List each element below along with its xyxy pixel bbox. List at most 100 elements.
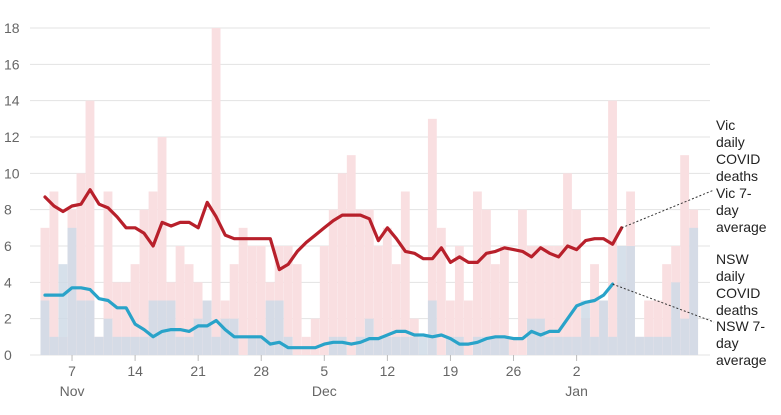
vic-daily-bar <box>518 209 527 355</box>
nsw-daily-bar <box>373 336 383 355</box>
x-tick-label: 14 <box>127 363 143 379</box>
nsw-daily-bar <box>121 336 131 355</box>
vic-daily-bar <box>653 300 663 355</box>
nsw-daily-bar <box>328 336 338 355</box>
x-tick-label: 2 <box>573 363 581 379</box>
vic-daily-bar <box>454 246 464 355</box>
x-tick-label: 19 <box>443 363 459 379</box>
nsw-daily-bar <box>671 282 681 355</box>
y-tick-label: 14 <box>4 93 20 109</box>
nsw-daily-bar <box>481 336 491 355</box>
vic-daily-bar <box>536 246 545 355</box>
y-tick-label: 8 <box>4 202 12 218</box>
legend-vic-average: average <box>716 219 767 235</box>
legend-nsw-average: day <box>716 335 739 351</box>
nsw-daily-bar <box>445 336 455 355</box>
nsw-daily-bar <box>653 336 663 355</box>
nsw-daily-bar <box>220 318 230 355</box>
x-tick-label: 5 <box>320 363 328 379</box>
nsw-daily-bar <box>40 300 50 355</box>
nsw-daily-bar <box>409 336 419 355</box>
vic-daily-bar <box>364 209 374 355</box>
nsw-daily-bar <box>608 336 617 355</box>
legend-vic-daily: COVID <box>716 151 760 167</box>
nsw-daily-bar <box>590 336 599 355</box>
nsw-daily-bar <box>85 300 95 355</box>
nsw-daily-bar <box>49 336 59 355</box>
vic-daily-bar <box>157 137 167 355</box>
x-month-label: Dec <box>312 383 337 399</box>
nsw-daily-bar <box>635 336 644 355</box>
x-tick-label: 26 <box>506 363 522 379</box>
legend-nsw-daily: daily <box>716 268 745 284</box>
nsw-daily-bar <box>427 300 437 355</box>
x-month-label: Jan <box>565 383 588 399</box>
vic-daily-bar <box>40 227 50 355</box>
y-tick-label: 2 <box>4 311 12 327</box>
nsw-daily-bar <box>94 336 104 355</box>
nsw-daily-bar <box>536 318 545 355</box>
vic-daily-bar <box>247 246 257 355</box>
vic-daily-bar <box>472 191 482 355</box>
nsw-daily-bar <box>112 336 122 355</box>
vic-daily-bar <box>554 246 563 355</box>
average-lines <box>43 188 624 350</box>
nsw-daily-bar <box>103 318 113 355</box>
nsw-daily-bar <box>76 300 86 355</box>
y-axis-ticks: 0 2 4 6 8 10 12 14 16 18 <box>4 20 20 363</box>
nsw-daily-bar <box>166 300 176 355</box>
vic-daily-bar <box>49 191 59 355</box>
vic-daily-bar <box>644 300 653 355</box>
vic-daily-bar <box>337 173 347 355</box>
nsw-daily-bar <box>554 336 563 355</box>
vic-daily-bar <box>184 264 194 355</box>
legend-nsw-daily: COVID <box>716 285 760 301</box>
nsw-daily-bar <box>545 336 554 355</box>
vic-daily-bar <box>382 227 392 355</box>
vic-daily-bar <box>310 318 320 355</box>
vic-daily-bar <box>76 173 86 355</box>
vic-daily-bar <box>400 191 410 355</box>
vic-daily-bar <box>319 246 329 355</box>
nsw-daily-bar <box>337 336 347 355</box>
vic-daily-bar <box>481 209 491 355</box>
nsw-daily-bar <box>472 336 482 355</box>
vic-daily-bar <box>112 282 122 355</box>
nsw-daily-bar <box>265 300 275 355</box>
vic-daily-bar <box>85 100 95 356</box>
legend-vic-daily: daily <box>716 134 745 150</box>
nsw-daily-bar <box>662 336 672 355</box>
nsw-daily-bar <box>256 336 266 355</box>
vic-daily-bar <box>662 264 672 355</box>
nsw-daily-bar <box>202 300 212 355</box>
nsw-daily-bar <box>500 336 509 355</box>
nsw-daily-bar <box>382 336 392 355</box>
vic-daily-bar <box>328 209 338 355</box>
vic-daily-bar <box>572 209 581 355</box>
vic-daily-bar <box>500 246 509 355</box>
vic-daily-bar <box>256 246 266 355</box>
vic-daily-bar <box>130 264 140 355</box>
vic-daily-bar <box>463 300 473 355</box>
y-tick-label: 12 <box>4 129 20 145</box>
vic-daily-bar <box>148 191 158 355</box>
y-tick-label: 18 <box>4 20 20 36</box>
vic-daily-bar <box>139 209 149 355</box>
legend-nsw-average: NSW 7- <box>716 318 765 334</box>
vic-daily-bar <box>229 264 239 355</box>
nsw-daily-bar <box>364 318 374 355</box>
nsw-daily-bar <box>563 336 572 355</box>
nsw-daily-bar <box>130 336 140 355</box>
vic-daily-bar <box>391 264 401 355</box>
vic-daily-bar <box>563 173 572 355</box>
vic-daily-bar <box>175 246 185 355</box>
nsw-daily-bar <box>599 300 608 355</box>
nsw-daily-bar <box>355 336 365 355</box>
nsw-daily-bar <box>626 246 635 355</box>
vic-daily-bar <box>355 209 365 355</box>
vic-daily-bar <box>283 246 293 355</box>
nsw-daily-bar <box>139 336 149 355</box>
y-tick-label: 4 <box>4 274 12 290</box>
y-tick-label: 0 <box>4 347 12 363</box>
